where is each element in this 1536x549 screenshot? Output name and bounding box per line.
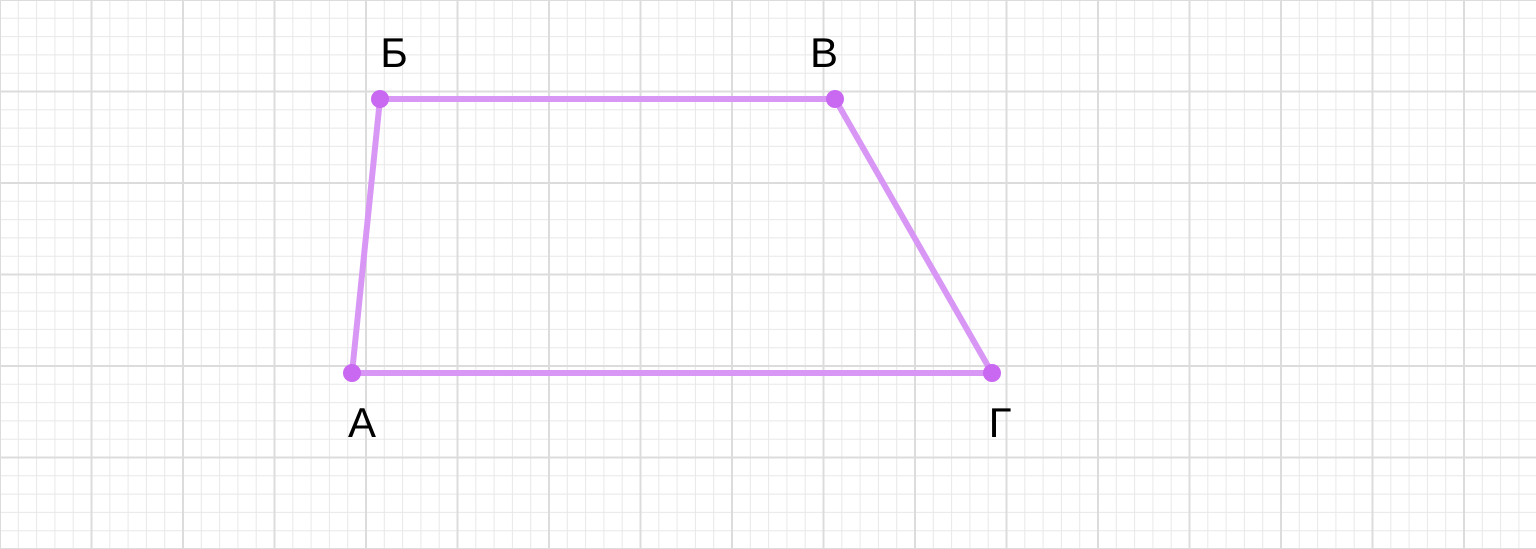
- edge-V-G: [835, 99, 992, 373]
- vertex-label-B: Б: [380, 29, 408, 77]
- vertex-G: [983, 364, 1001, 382]
- vertex-B: [371, 90, 389, 108]
- trapezoid-diagram: [0, 0, 1536, 549]
- edge-A-B: [352, 99, 380, 373]
- vertex-label-V: В: [810, 29, 838, 77]
- vertex-label-A: А: [348, 399, 376, 447]
- vertex-V: [826, 90, 844, 108]
- vertex-A: [343, 364, 361, 382]
- vertex-label-G: Г: [989, 399, 1012, 447]
